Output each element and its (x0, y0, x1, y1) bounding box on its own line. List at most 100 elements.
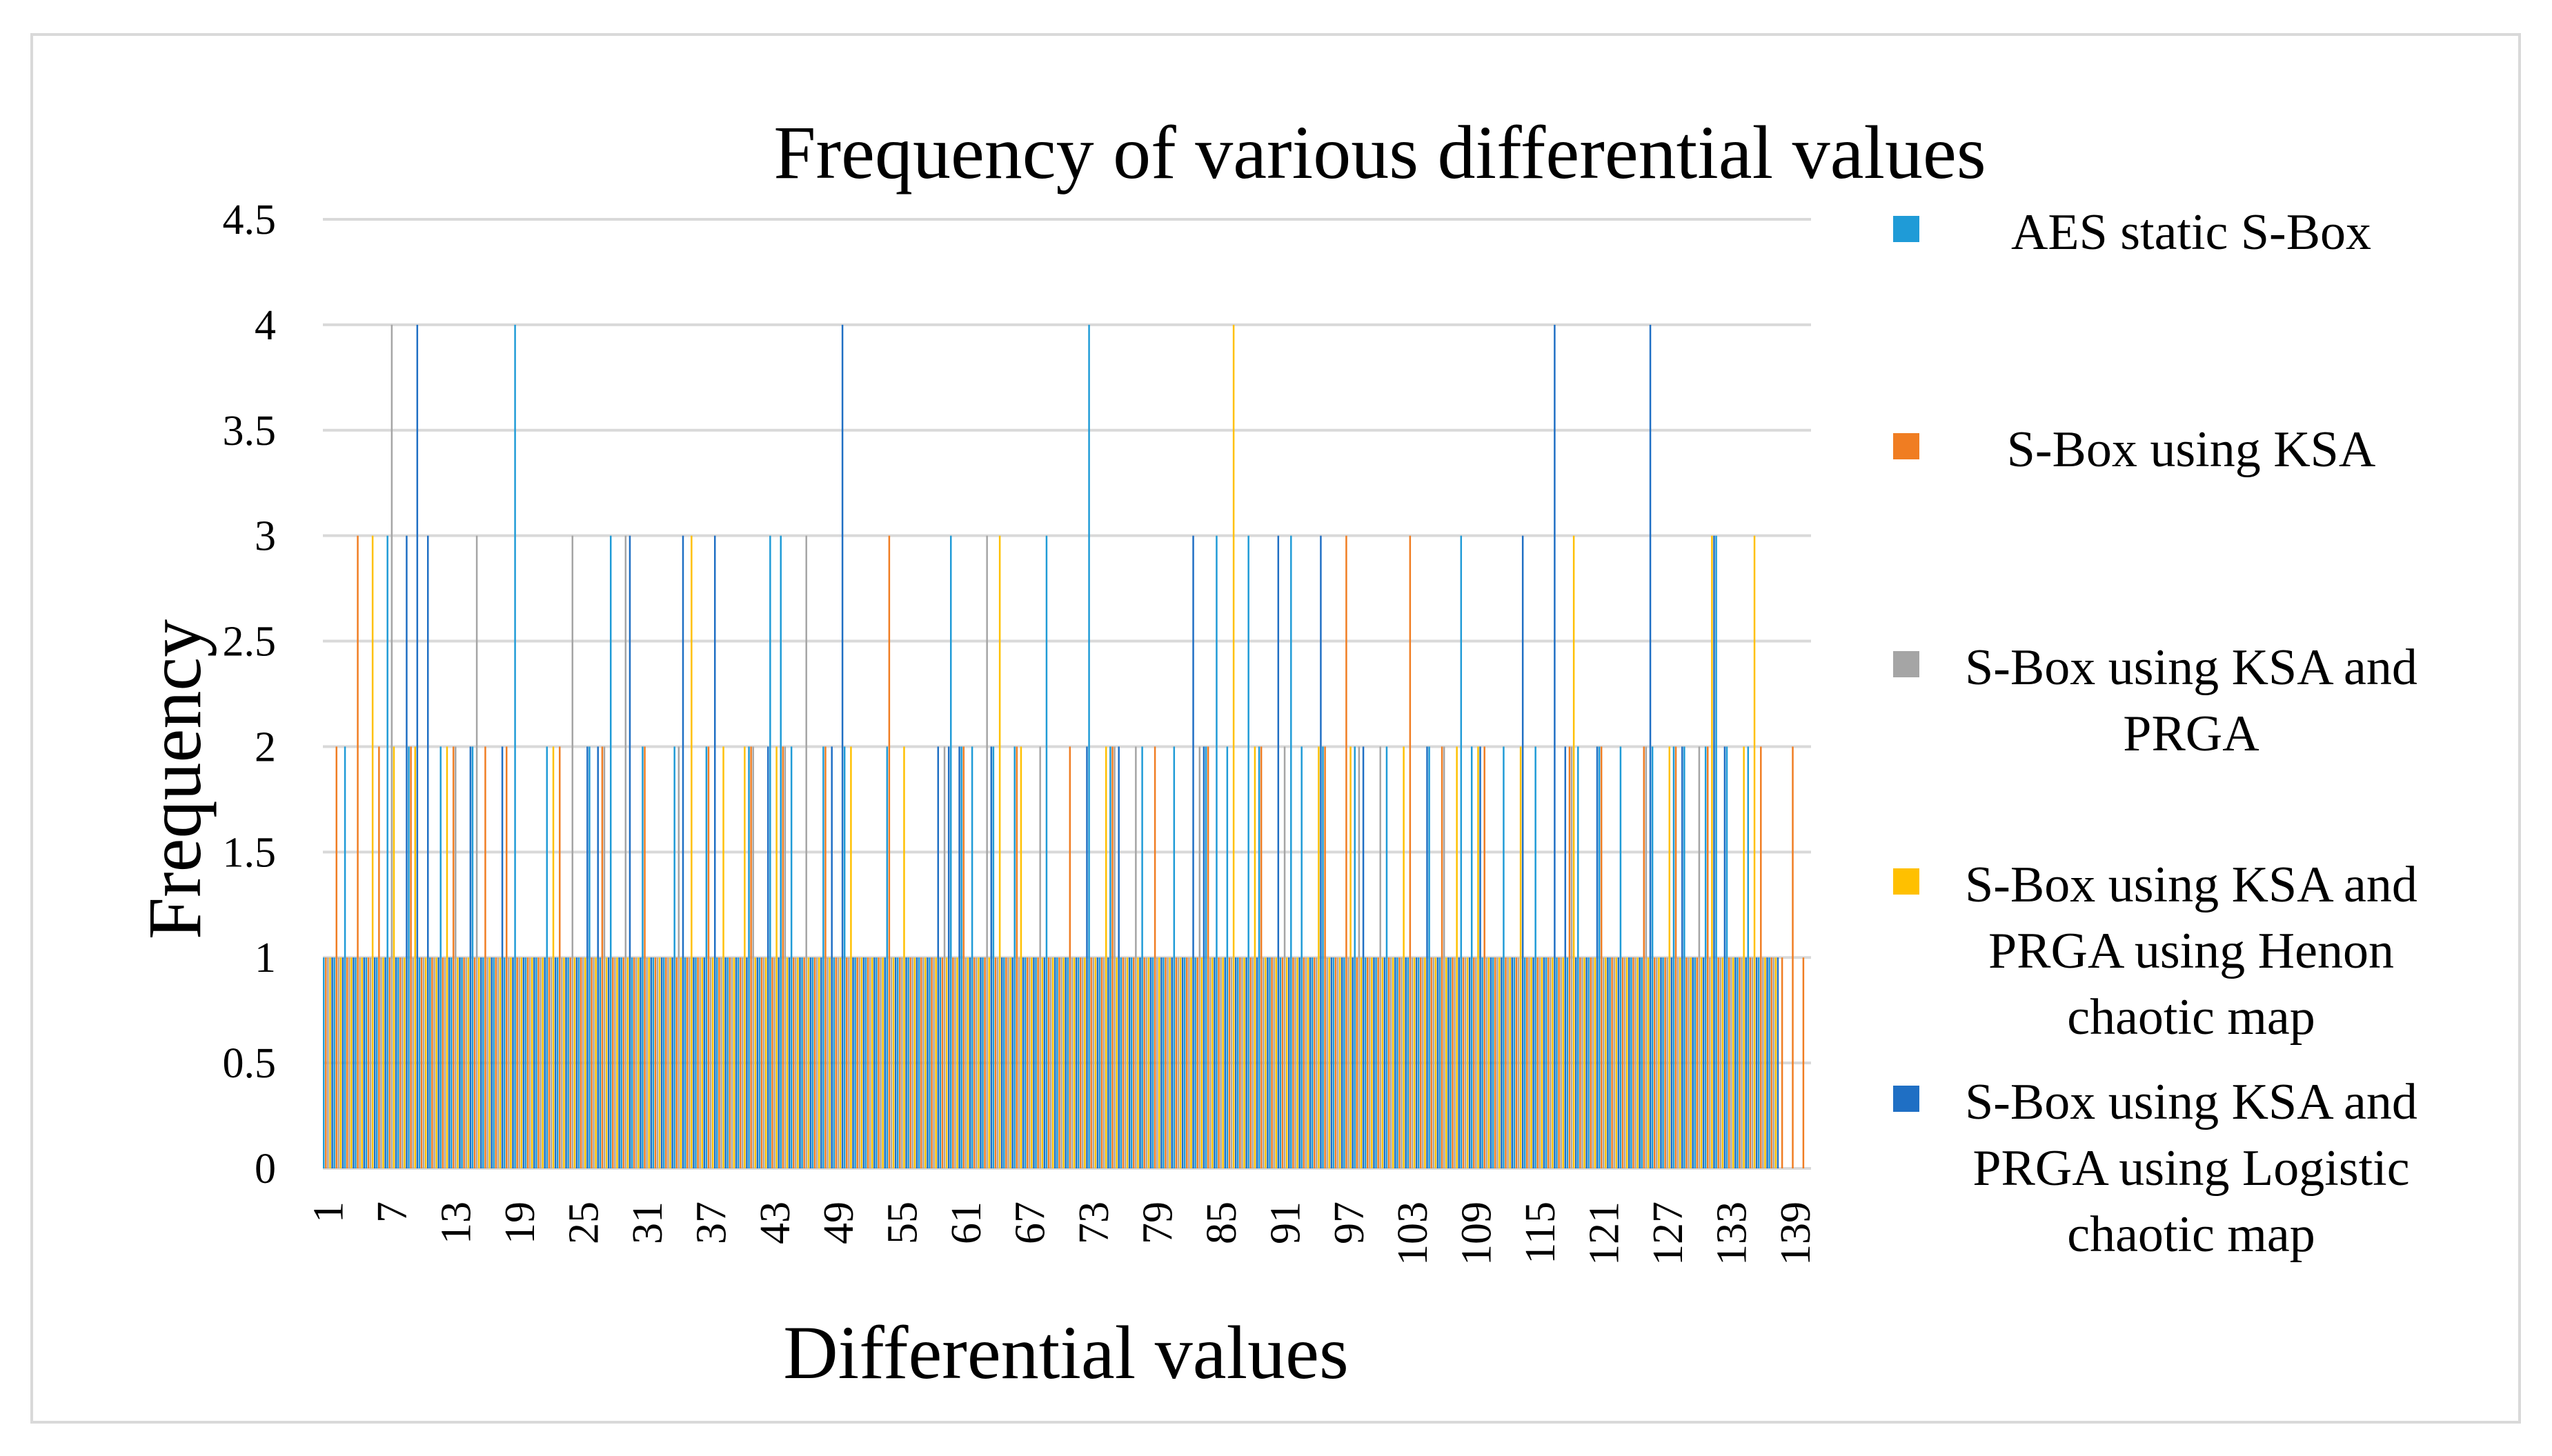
bar-s3-x75 (1114, 746, 1116, 1168)
bar-s4-x34 (680, 957, 682, 1168)
bar-s2-x56 (909, 957, 911, 1168)
bar-s4-x58 (935, 957, 937, 1168)
bar-s4-x88 (1254, 746, 1256, 1168)
bar-s3-x47 (815, 957, 818, 1168)
bar-s4-x49 (839, 957, 842, 1168)
bar-s3-x99 (1369, 957, 1371, 1168)
bar-s1-x127 (1662, 957, 1664, 1168)
bar-s3-x35 (689, 957, 691, 1168)
bar-s3-x51 (858, 957, 860, 1168)
bar-s2-x22 (548, 957, 551, 1168)
bar-s1-x57 (918, 957, 920, 1168)
bar-s4-x101 (1392, 957, 1394, 1168)
bar-s1-x75 (1109, 746, 1111, 1168)
bar-s5-x85 (1224, 957, 1227, 1168)
legend-swatch (1893, 651, 1919, 677)
bar-s3-x129 (1688, 957, 1690, 1168)
bar-s5-x50 (852, 957, 854, 1168)
bar-s2-x52 (867, 957, 869, 1168)
bar-s3-x70 (1060, 957, 1062, 1168)
bar-s3-x4 (359, 957, 361, 1168)
bar-s5-x6 (384, 957, 386, 1168)
bar-s4-x129 (1690, 957, 1692, 1168)
y-tick-label: 2 (255, 724, 276, 770)
bar-s5-x116 (1554, 324, 1556, 1168)
bar-s4-x19 (520, 957, 523, 1168)
bar-s2-x8 (399, 957, 402, 1168)
bar-s5-x18 (512, 957, 514, 1168)
bar-s3-x97 (1347, 957, 1349, 1168)
bar-s4-x8 (404, 957, 406, 1168)
bar-s2-x12 (442, 957, 444, 1168)
bar-s5-x20 (533, 957, 535, 1168)
bar-s1-x130 (1694, 957, 1696, 1168)
bar-s3-x20 (528, 957, 531, 1168)
bar-s2-x97 (1345, 535, 1347, 1168)
legend-item-5: S-Box using KSA and PRGA using Logistic ch… (1893, 1074, 2417, 1263)
x-tick-label: 43 (752, 1201, 799, 1244)
legend-label: S-Box using KSA and PRGA (1965, 639, 2417, 762)
bar-s1-x58 (929, 957, 931, 1168)
bar-s2-x20 (526, 957, 529, 1168)
bar-s2-x62 (973, 957, 976, 1168)
bar-s5-x3 (353, 957, 355, 1168)
bar-s2-x83 (1196, 957, 1198, 1168)
bar-s5-x120 (1596, 746, 1599, 1168)
bar-s1-x36 (695, 957, 697, 1168)
x-tick-label: 19 (497, 1201, 544, 1244)
bar-s5-x134 (1745, 957, 1747, 1168)
bar-s2-x81 (1175, 957, 1178, 1168)
bar-s4-x52 (871, 957, 873, 1168)
y-tick-label: 4.5 (223, 197, 277, 243)
bar-s2-x30 (633, 957, 635, 1168)
bar-s5-x105 (1436, 957, 1439, 1168)
bar-s5-x101 (1394, 957, 1396, 1168)
bar-s5-x43 (778, 957, 780, 1168)
bar-s5-x109 (1479, 746, 1481, 1168)
bar-s1-x103 (1407, 957, 1409, 1168)
bar-s2-x89 (1260, 746, 1263, 1168)
x-tick-label: 61 (943, 1201, 990, 1244)
bar-s1-x25 (577, 957, 580, 1168)
bar-s3-x131 (1709, 957, 1711, 1168)
bar-s5-x84 (1214, 957, 1216, 1168)
bar-s3-x64 (996, 957, 999, 1168)
bar-s1-x116 (1545, 957, 1547, 1168)
bar-s3-x25 (582, 957, 584, 1168)
bar-s1-x34 (673, 746, 675, 1168)
bar-s1-x77 (1130, 957, 1133, 1168)
bar-s5-x104 (1426, 746, 1428, 1168)
bar-s4-x54 (892, 957, 895, 1168)
bar-s1-x48 (822, 746, 824, 1168)
bar-s3-x13 (455, 746, 457, 1168)
bar-s5-x15 (480, 957, 482, 1168)
bar-s3-x110 (1485, 957, 1488, 1168)
bar-s1-x23 (556, 957, 559, 1168)
bar-s3-x45 (795, 957, 797, 1168)
bar-s3-x18 (508, 957, 510, 1168)
y-tick-label: 4 (255, 302, 276, 349)
chart-frame (30, 33, 2521, 1424)
bar-s5-x46 (809, 957, 812, 1168)
bar-s5-x51 (862, 957, 865, 1168)
bar-s4-x94 (1318, 746, 1320, 1168)
bar-s3-x72 (1082, 957, 1084, 1168)
x-tick-label: 73 (1071, 1201, 1118, 1244)
bar-s4-x11 (435, 957, 437, 1168)
bar-s5-x121 (1607, 957, 1609, 1168)
bar-s3-x136 (1762, 957, 1764, 1168)
bar-s5-x78 (1149, 957, 1152, 1168)
bar-s1-x54 (886, 746, 889, 1168)
bar-s5-x67 (1033, 957, 1035, 1168)
bar-s1-x83 (1194, 957, 1196, 1168)
bar-s4-x113 (1519, 746, 1522, 1168)
bar-s1-x21 (535, 957, 537, 1168)
bar-s2-x18 (506, 746, 508, 1168)
bar-s2-x44 (782, 746, 784, 1168)
bar-s4-x78 (1147, 957, 1150, 1168)
bar-s1-x29 (620, 957, 622, 1168)
y-tick-label: 2.5 (223, 619, 277, 666)
bar-s5-x4 (363, 957, 366, 1168)
bar-s1-x67 (1024, 957, 1027, 1168)
bar-s2-x36 (697, 957, 699, 1168)
